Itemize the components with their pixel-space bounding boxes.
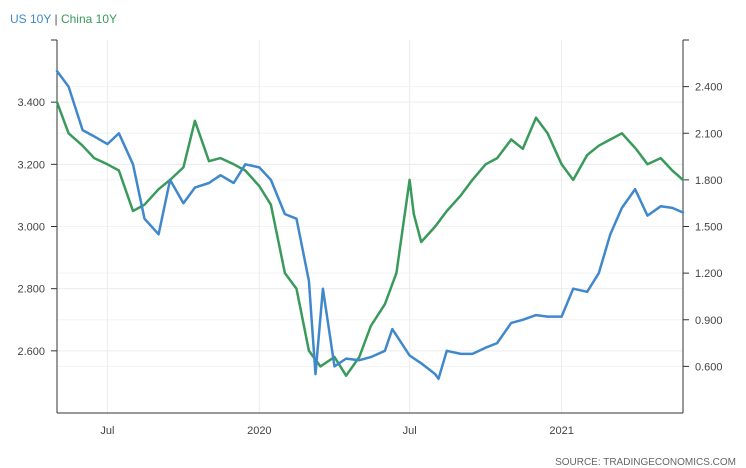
- legend-china-10y[interactable]: China 10Y: [60, 12, 117, 26]
- x-tick-label: 2021: [549, 425, 573, 437]
- chart-legend: US 10Y | China 10Y: [10, 12, 117, 26]
- y-right-tick-label: 2.400: [695, 82, 723, 94]
- legend-separator: |: [54, 12, 58, 26]
- y-right-tick-label: 1.800: [695, 175, 723, 187]
- y-right-tick-label: 0.600: [695, 361, 723, 373]
- y-right-tick-label: 1.200: [695, 268, 723, 280]
- series-line-china-10y: [55, 100, 685, 377]
- y-left-tick-label: 2.600: [17, 346, 45, 358]
- legend-us-10y[interactable]: US 10Y: [10, 12, 52, 26]
- y-right-tick-label: 0.900: [695, 315, 723, 327]
- x-tick-label: Jul: [403, 425, 417, 437]
- y-left-tick-label: 3.000: [17, 222, 45, 234]
- y-right-tick-label: 1.500: [695, 222, 723, 234]
- source-note: SOURCE: TRADINGECONOMICS.COM: [555, 457, 736, 468]
- x-tick-label: Jul: [100, 425, 114, 437]
- y-left-tick-label: 3.400: [17, 97, 45, 109]
- series-line-us-10y: [55, 69, 685, 381]
- y-left-tick-label: 2.800: [17, 284, 45, 296]
- x-tick-label: 2020: [247, 425, 271, 437]
- y-left-tick-label: 3.200: [17, 159, 45, 171]
- y-right-tick-label: 2.100: [695, 128, 723, 140]
